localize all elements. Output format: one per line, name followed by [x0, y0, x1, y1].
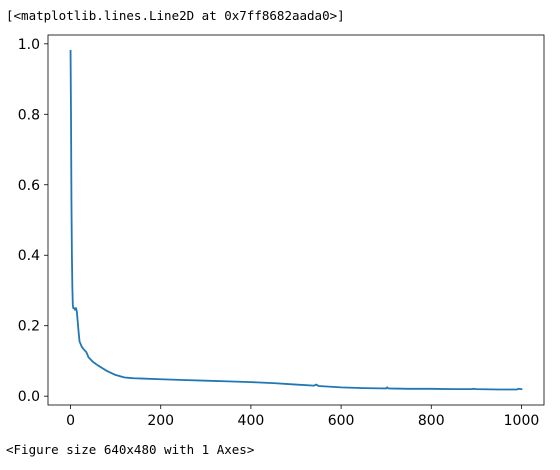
y-tick-label: 1.0 [18, 37, 40, 53]
x-tick-label: 600 [328, 413, 355, 429]
y-tick-label: 0.8 [18, 107, 40, 123]
y-tick-label: 0.0 [18, 389, 40, 405]
output-repr-text: [<matplotlib.lines.Line2D at 0x7ff8682aa… [6, 8, 345, 23]
x-tick-label: 200 [147, 413, 174, 429]
series-layer [69, 49, 523, 391]
x-tick-label: 1000 [504, 413, 540, 429]
y-tick-label: 0.2 [18, 319, 40, 335]
plot-area: 0 200 400 600 800 1000 0.0 0.2 0.4 0.6 0.8 1.0 [18, 34, 545, 429]
axes-frame [47, 34, 545, 406]
x-tick-label: 0 [66, 413, 75, 429]
y-tick-label: 0.6 [18, 178, 40, 194]
series-line [69, 49, 523, 391]
x-tick-label: 400 [238, 413, 265, 429]
y-tick-label: 0.4 [18, 248, 40, 264]
x-axis: 0 200 400 600 800 1000 [66, 405, 539, 429]
y-axis: 0.0 0.2 0.4 0.6 0.8 1.0 [18, 37, 48, 405]
output-figure-text: <Figure size 640x480 with 1 Axes> [6, 442, 255, 457]
x-tick-label: 800 [418, 413, 445, 429]
